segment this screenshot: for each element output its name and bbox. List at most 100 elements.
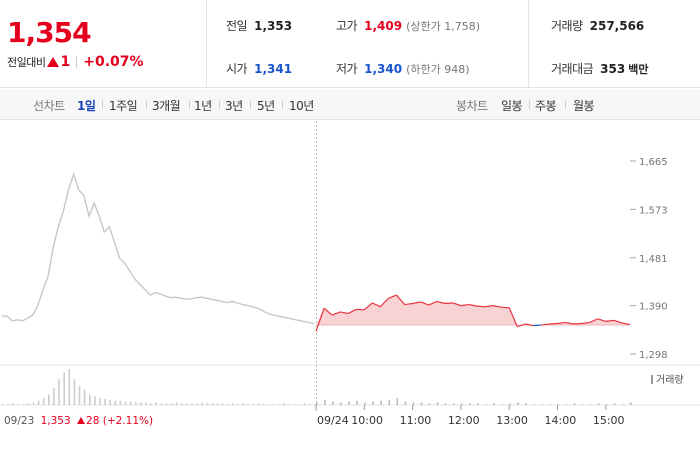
today-line-segment: [460, 303, 470, 307]
divider: [76, 56, 78, 68]
previous-day-info: 09/23 1,353 28 (+2.11%): [4, 415, 153, 427]
today-volume-bar: [621, 404, 624, 405]
previous-day-volume-bar: [268, 404, 270, 405]
previous-day-volume-bar: [104, 399, 106, 405]
stat-label: 거래대금: [551, 62, 594, 76]
today-volume-bar: [533, 404, 535, 405]
previous-day-volume-bar: [78, 386, 81, 405]
period-1d-button[interactable]: 1일: [77, 99, 96, 113]
y-tick-label: 1,298: [639, 350, 668, 361]
today-line-segment: [621, 322, 631, 326]
today-volume-bar: [557, 404, 560, 405]
stat-value: 1,353: [254, 19, 293, 33]
previous-day-volume-bar: [89, 394, 91, 405]
today-line-segment: [549, 322, 558, 325]
previous-day-volume-bar: [196, 403, 198, 405]
divider: [189, 100, 190, 109]
previous-day-volume-bar: [165, 403, 168, 405]
today-line-segment: [557, 321, 566, 325]
period-3y-button[interactable]: 3년: [225, 99, 243, 113]
period-10y-button[interactable]: 10년: [289, 99, 314, 113]
previous-day-volume-bar: [221, 403, 224, 405]
stat-value: 1,341: [254, 62, 293, 76]
divider: [102, 100, 103, 109]
volume-legend-label: 거래량: [656, 375, 684, 386]
period-1w-button[interactable]: 1주일: [109, 99, 138, 113]
previous-day-volume-bar: [201, 402, 204, 405]
change-rate: +0.07%: [83, 54, 144, 70]
today-line-segment: [452, 302, 462, 307]
previous-day-volume-bar: [53, 387, 55, 405]
today-series: [315, 294, 631, 332]
previous-day-volume-bar: [293, 404, 296, 405]
today-line-segment: [412, 301, 421, 305]
today-line-segment: [372, 302, 381, 308]
today-line-segment: [323, 307, 333, 316]
stat-lower-limit: (하한가 948): [406, 63, 470, 76]
today-volume-bar: [485, 404, 487, 405]
today-volume-bar: [372, 401, 374, 405]
chart-period-toolbar: 선차트 1일 1주일 3개월 1년 3년 5년 10년 봉차트 일봉 주봉 월봉: [0, 89, 700, 120]
previous-day-volume-bar: [175, 402, 178, 405]
previous-day-volume-bar: [237, 404, 239, 405]
previous-day-volume-bar: [308, 404, 311, 405]
previous-day-volume-bar: [206, 403, 209, 405]
previous-day-date: 09/23: [4, 415, 35, 427]
today-line-segment: [501, 306, 510, 309]
previous-day-volume-bar: [252, 404, 255, 405]
period-1y-button[interactable]: 1년: [194, 99, 212, 113]
previous-day-volume-bar: [211, 403, 214, 405]
x-tick-label: 10:00: [351, 414, 383, 427]
period-5y-button[interactable]: 5년: [257, 99, 275, 113]
previous-day-volume-bar: [242, 403, 244, 405]
candle-weekly-button[interactable]: 주봉: [535, 99, 557, 113]
today-volume-bar: [460, 403, 463, 405]
today-volume-bar: [477, 403, 479, 405]
today-volume-bar: [420, 402, 423, 405]
stat-value: 1,340: [364, 62, 403, 76]
previous-day-volume-bar: [303, 403, 306, 405]
previous-day-volume-bar: [17, 404, 19, 405]
y-tick-label: 1,481: [639, 254, 668, 265]
previous-day-volume-bar: [109, 399, 111, 405]
divider: [250, 100, 251, 109]
price-chart[interactable]: 1,665 1,573 1,481 1,390 1,298 09/24 10:00 11:0…: [0, 121, 700, 450]
today-volume-bar: [396, 398, 399, 405]
previous-day-volume-bar: [314, 404, 316, 405]
previous-day-volume-bar: [181, 403, 183, 405]
today-volume-bar: [573, 403, 576, 405]
previous-day-volume-bar: [170, 403, 173, 405]
previous-day-volume-bar: [73, 379, 76, 405]
period-3m-button[interactable]: 3개월: [152, 99, 181, 113]
chart-grid: [0, 121, 700, 411]
stat-value: 353: [600, 62, 626, 76]
today-line-segment: [573, 322, 582, 325]
previous-day-volume-bar: [94, 396, 96, 405]
today-volume-bar: [332, 401, 334, 405]
candle-monthly-button[interactable]: 월봉: [573, 99, 595, 113]
previous-day-volume-bar: [83, 389, 86, 405]
x-tick-label: 14:00: [545, 414, 577, 427]
candle-daily-button[interactable]: 일봉: [501, 99, 523, 113]
today-volume-bar: [509, 403, 511, 405]
previous-day-close: 1,353: [40, 415, 71, 427]
today-volume-bar: [541, 404, 543, 405]
quote-summary: 1,354 전일대비 1 +0.07% 전일 1,353 시가 1,341 고가…: [0, 0, 700, 88]
today-line-segment: [315, 308, 325, 332]
previous-day-volume-bar: [119, 400, 122, 405]
previous-day-volume-bar: [186, 403, 188, 405]
stat-trade-value: 거래대금 353 백만: [551, 60, 648, 77]
today-volume-bar: [348, 401, 350, 405]
x-axis-ticks: 09/24 10:00 11:00 12:00 13:00 14:00 15:00: [315, 405, 625, 427]
today-line-segment: [581, 321, 590, 325]
today-line-segment: [420, 301, 429, 306]
previous-day-volume-bar: [32, 402, 35, 405]
y-tick-label: 1,573: [639, 205, 668, 216]
previous-day-line: [2, 171, 315, 325]
x-tick-label: 11:00: [400, 414, 432, 427]
today-line-segment: [605, 319, 614, 322]
y-tick-label: 1,665: [639, 157, 668, 168]
previous-day-volume-bar: [298, 404, 301, 405]
today-volume-bar: [517, 402, 519, 405]
previous-day-volume-bar: [145, 402, 147, 405]
